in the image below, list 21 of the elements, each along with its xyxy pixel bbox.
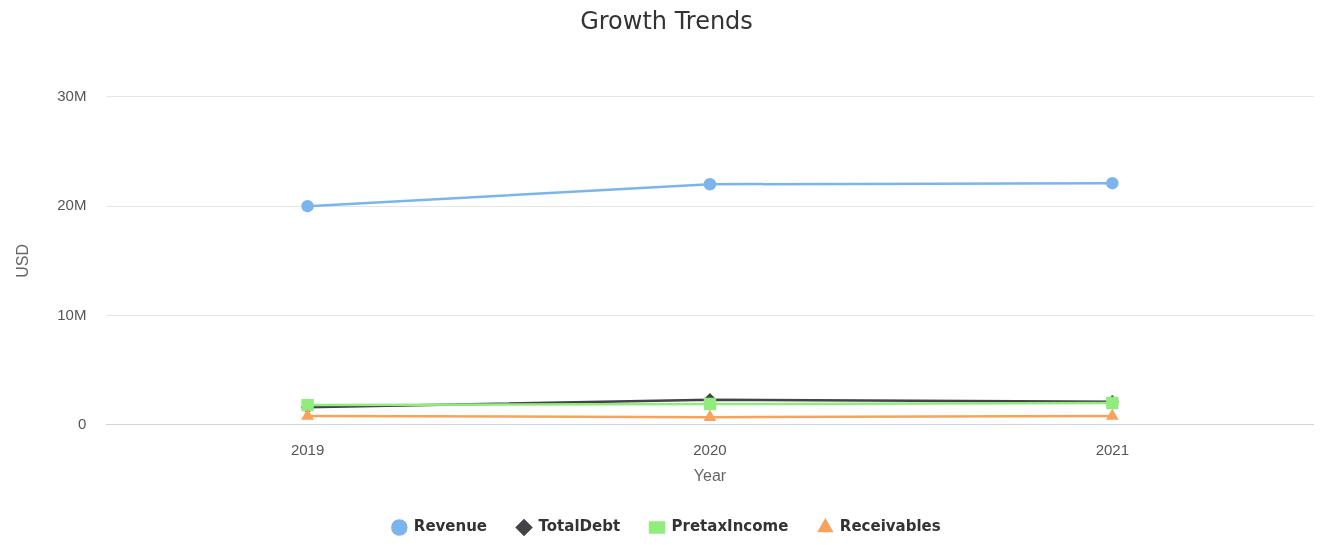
chart-title: Growth Trends [580, 6, 753, 35]
point [301, 199, 314, 213]
point [301, 409, 314, 420]
x-tick-label: 2020 [693, 440, 727, 458]
legend-label: Revenue [413, 517, 488, 536]
point [703, 397, 717, 411]
legend-label: TotalDebt [538, 517, 621, 536]
point [704, 410, 716, 421]
point [1106, 176, 1119, 190]
point [1106, 409, 1118, 420]
x-tick-label: 2019 [290, 440, 325, 458]
point [703, 178, 717, 191]
y-tick-label: 10M [57, 305, 87, 323]
y-axis-title: USD [14, 243, 32, 278]
x-axis-title: Year [693, 466, 727, 484]
x-tick-label: 2021 [1095, 440, 1129, 458]
y-tick-label: 30M [57, 86, 87, 104]
legend-label: Receivables [839, 517, 941, 536]
y-tick-label: 0 [78, 414, 87, 432]
legend-label: PretaxIncome [671, 517, 789, 536]
y-tick-label: 20M [57, 196, 87, 214]
